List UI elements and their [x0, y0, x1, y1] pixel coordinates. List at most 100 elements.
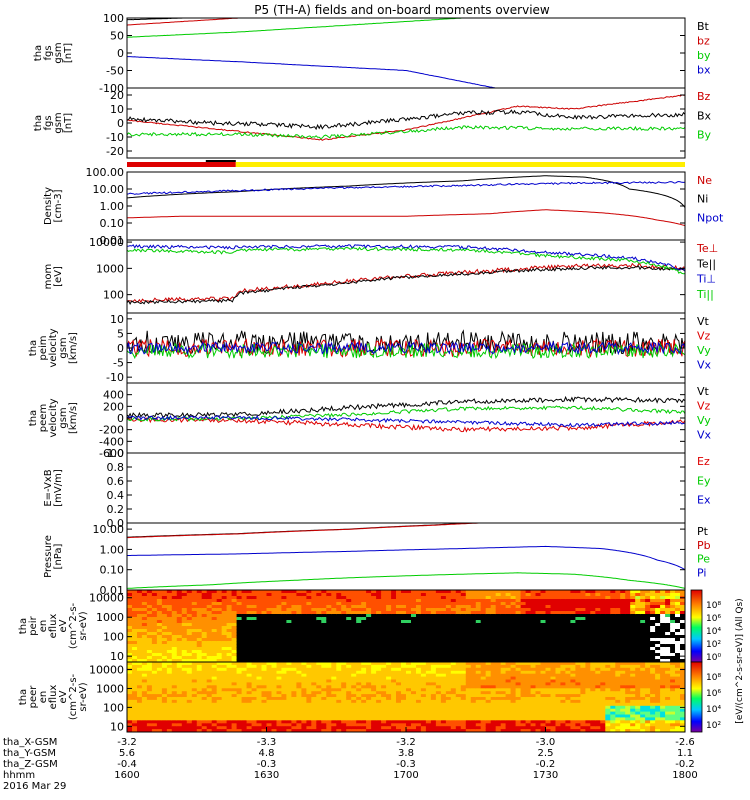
spectrogram-cell	[286, 629, 292, 633]
mode-segment-1	[235, 162, 685, 167]
spectrogram-cell	[361, 694, 367, 698]
spectrogram-cell	[196, 611, 203, 615]
spectrogram-cell	[411, 729, 417, 732]
spectrogram-cell	[161, 650, 168, 654]
spectrogram-cell	[361, 605, 367, 609]
spectrogram-cell	[266, 662, 273, 666]
spectrogram-cell	[261, 611, 268, 615]
spectrogram-cell	[306, 667, 312, 672]
spectrogram-cell	[161, 641, 168, 645]
spectrogram-cell	[510, 653, 517, 657]
spectrogram-cell	[575, 596, 581, 600]
spectrogram-cell	[430, 670, 437, 675]
spectrogram-cell	[500, 711, 507, 716]
spectrogram-cell	[495, 685, 502, 689]
spectrogram-cell	[630, 659, 636, 662]
spectrogram-cell	[336, 708, 342, 713]
spectrogram-cell	[331, 611, 337, 615]
spectrogram-cell	[137, 617, 143, 621]
spectrogram-cell	[216, 723, 223, 727]
spectrogram-cell	[416, 644, 422, 648]
spectrogram-cell	[560, 605, 566, 609]
spectrogram-cell	[650, 635, 656, 639]
spectrogram-cell	[216, 647, 223, 651]
spectrogram-cell	[336, 626, 342, 630]
spectrogram-cell	[620, 626, 626, 630]
spectrogram-cell	[321, 656, 327, 660]
spectrogram-cell	[331, 614, 337, 618]
spectrogram-cell	[391, 667, 397, 672]
spectrogram-cell	[216, 653, 223, 657]
spectrogram-cell	[411, 626, 417, 630]
spectrogram-cell	[480, 590, 487, 594]
spectrogram-cell	[306, 650, 312, 654]
spectrogram-cell	[191, 714, 198, 718]
panel-frame	[126, 452, 686, 524]
spectrogram-cell	[231, 641, 238, 645]
spectrogram-cell	[291, 711, 297, 716]
spectrogram-cell	[181, 644, 188, 648]
spectrogram-cell	[166, 720, 173, 724]
spectrogram-cell	[326, 708, 332, 713]
spectrogram-cell	[306, 608, 312, 612]
spectrogram-cell	[386, 620, 392, 624]
spectrogram-cell	[640, 590, 646, 594]
spectrogram-cell	[231, 673, 238, 678]
spectrogram-cell	[241, 647, 248, 651]
spectrogram-cell	[505, 694, 512, 698]
spectrogram-cell	[645, 590, 651, 594]
spectrogram-cell	[416, 605, 422, 609]
spectrogram-cell	[141, 614, 148, 618]
spectrogram-cell	[161, 708, 168, 713]
spectrogram-cell	[346, 697, 352, 701]
spectrogram-cell	[485, 685, 492, 689]
spectrogram-cell	[435, 611, 442, 615]
spectrogram-cell	[341, 593, 347, 597]
spectrogram-cell	[141, 664, 148, 669]
spectrogram-cell	[346, 602, 352, 606]
spectrogram-cell	[490, 617, 497, 621]
spectrogram-cell	[301, 699, 307, 704]
spectrogram-cell	[137, 623, 143, 627]
spectrogram-cell	[470, 729, 477, 732]
spectrogram-cell	[266, 632, 273, 636]
spectrogram-cell	[440, 647, 447, 651]
spectrogram-cell	[341, 653, 347, 657]
spectrogram-cell	[316, 676, 322, 681]
spectrogram-cell	[411, 659, 417, 662]
spectrogram-cell	[475, 662, 482, 666]
spectrogram-cell	[206, 620, 213, 624]
spectrogram-cell	[176, 664, 183, 669]
y-axis-label: eflux	[48, 614, 59, 639]
spectrogram-cell	[391, 632, 397, 636]
spectrogram-cell	[406, 682, 412, 686]
spectrogram-cell	[490, 608, 497, 612]
spectrogram-cell	[141, 593, 148, 597]
spectrogram-cell	[291, 726, 297, 730]
spectrogram-cell	[505, 602, 512, 606]
spectrogram-cell	[535, 638, 542, 642]
spectrogram-cell	[396, 659, 402, 662]
spectrogram-cell	[291, 602, 297, 606]
spectrogram-cell	[196, 688, 203, 692]
spectrogram-cell	[316, 641, 322, 645]
spectrogram-cell	[271, 614, 278, 618]
spectrogram-cell	[132, 717, 138, 721]
spectrogram-cell	[545, 664, 552, 669]
spectrogram-cell	[615, 632, 621, 636]
spectrogram-cell	[580, 626, 586, 630]
spectrogram-cell	[226, 602, 233, 606]
spectrogram-cell	[490, 708, 497, 713]
spectrogram-cell	[445, 664, 452, 669]
spectrogram-cell	[246, 608, 253, 612]
spectrogram-cell	[545, 682, 552, 686]
spectrogram-cell	[276, 729, 283, 732]
spectrogram-cell	[455, 617, 462, 621]
spectrogram-cell	[630, 629, 636, 633]
spectrogram-cell	[256, 617, 263, 621]
spectrogram-cell	[141, 667, 148, 672]
spectrogram-cell	[391, 723, 397, 727]
spectrogram-cell	[425, 617, 432, 621]
spectrogram-cell	[680, 641, 685, 645]
spectrogram-cell	[480, 644, 487, 648]
